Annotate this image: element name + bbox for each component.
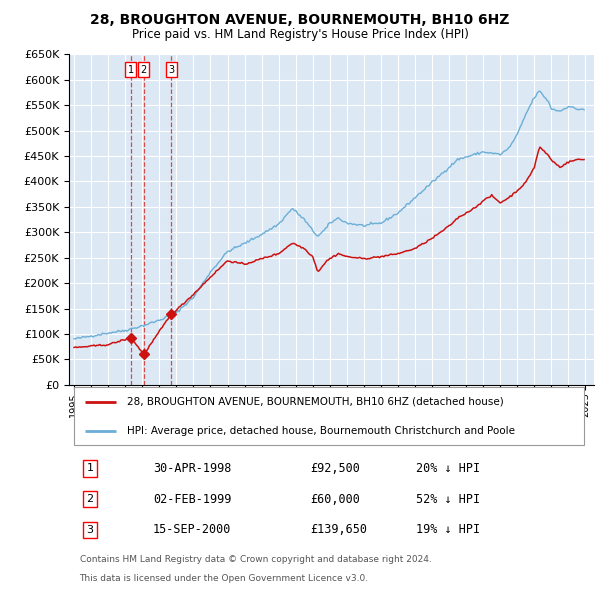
Text: £60,000: £60,000 (311, 493, 361, 506)
Text: Price paid vs. HM Land Registry's House Price Index (HPI): Price paid vs. HM Land Registry's House … (131, 28, 469, 41)
Text: 2: 2 (86, 494, 94, 504)
Text: This data is licensed under the Open Government Licence v3.0.: This data is licensed under the Open Gov… (79, 574, 368, 583)
Text: £92,500: £92,500 (311, 462, 361, 475)
Text: 1: 1 (86, 463, 94, 473)
Text: 28, BROUGHTON AVENUE, BOURNEMOUTH, BH10 6HZ: 28, BROUGHTON AVENUE, BOURNEMOUTH, BH10 … (91, 13, 509, 27)
Text: 28, BROUGHTON AVENUE, BOURNEMOUTH, BH10 6HZ (detached house): 28, BROUGHTON AVENUE, BOURNEMOUTH, BH10 … (127, 397, 503, 407)
Text: 3: 3 (169, 64, 175, 74)
Text: 1: 1 (128, 64, 134, 74)
Text: 20% ↓ HPI: 20% ↓ HPI (415, 462, 479, 475)
Text: 30-APR-1998: 30-APR-1998 (153, 462, 232, 475)
Text: 02-FEB-1999: 02-FEB-1999 (153, 493, 232, 506)
Text: £139,650: £139,650 (311, 523, 367, 536)
FancyBboxPatch shape (74, 388, 583, 445)
Text: 19% ↓ HPI: 19% ↓ HPI (415, 523, 479, 536)
Text: 2: 2 (141, 64, 147, 74)
Text: 52% ↓ HPI: 52% ↓ HPI (415, 493, 479, 506)
Text: HPI: Average price, detached house, Bournemouth Christchurch and Poole: HPI: Average price, detached house, Bour… (127, 426, 515, 436)
Text: 15-SEP-2000: 15-SEP-2000 (153, 523, 232, 536)
Text: Contains HM Land Registry data © Crown copyright and database right 2024.: Contains HM Land Registry data © Crown c… (79, 555, 431, 564)
Text: 3: 3 (86, 525, 94, 535)
